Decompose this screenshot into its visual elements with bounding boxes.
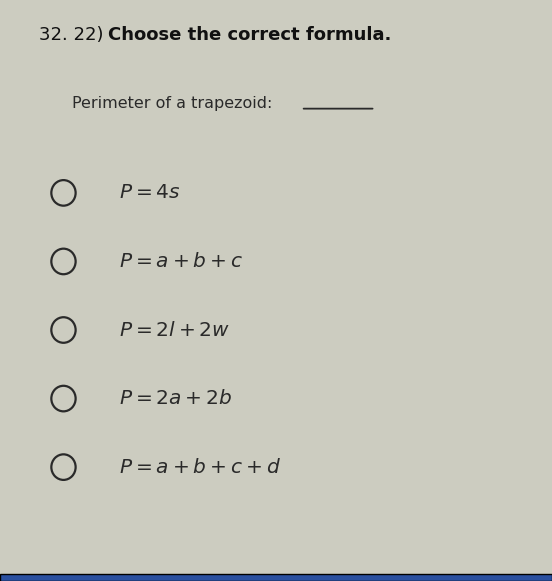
Text: $P = 2a + 2b$: $P = 2a + 2b$: [119, 389, 232, 408]
Text: Perimeter of a trapezoid:: Perimeter of a trapezoid:: [72, 96, 277, 111]
Text: $P = 2l + 2w$: $P = 2l + 2w$: [119, 321, 230, 339]
Text: 32. 22): 32. 22): [39, 26, 109, 44]
Text: Choose the correct formula.: Choose the correct formula.: [108, 26, 391, 44]
Text: $P = a + b + c + d$: $P = a + b + c + d$: [119, 458, 280, 476]
Text: $P = a + b + c$: $P = a + b + c$: [119, 252, 243, 271]
FancyBboxPatch shape: [0, 574, 552, 581]
Text: $P = 4s$: $P = 4s$: [119, 184, 181, 202]
